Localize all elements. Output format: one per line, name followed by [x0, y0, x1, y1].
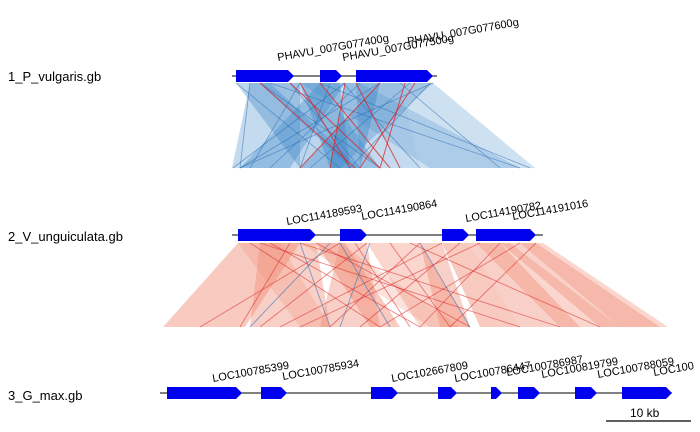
- link-line-2-17: [409, 242, 601, 328]
- link-band-2-2: [316, 243, 400, 327]
- link-line-1-14: [259, 82, 381, 169]
- link-line-2-12: [419, 242, 501, 328]
- link-line-2-15: [299, 242, 561, 328]
- link-line-2-10: [359, 242, 461, 328]
- track-label-g-max: 3_G_max.gb: [8, 388, 82, 403]
- link-line-1-3: [249, 82, 301, 169]
- scale-bar: 10 kb: [606, 406, 691, 422]
- link-line-2-2: [239, 242, 291, 328]
- link-line-2-16: [259, 242, 521, 328]
- link-band-1-7: [400, 83, 535, 168]
- link-line-2-14: [449, 242, 537, 328]
- link-line-1-0: [235, 82, 341, 169]
- link-line-1-8: [309, 82, 411, 169]
- link-line-1-7: [239, 82, 381, 169]
- gene-arrow-g-max-0[interactable]: [167, 387, 242, 399]
- gene-arrow-v-unguiculata-0[interactable]: [238, 229, 316, 241]
- link-line-2-1: [269, 242, 421, 328]
- link-line-2-13: [379, 242, 521, 328]
- link-line-2-9: [279, 242, 443, 328]
- link-line-2-5: [354, 242, 411, 328]
- link-line-1-11: [319, 82, 531, 169]
- link-line-red-1-8: [259, 82, 356, 169]
- link-line-2-7: [389, 242, 451, 328]
- link-line-blue-2-4: [299, 242, 331, 328]
- track-label-v-unguiculata: 2_V_unguiculata.gb: [8, 229, 123, 244]
- gene-arrow-v-unguiculata-2[interactable]: [442, 229, 469, 241]
- link-line-2-6: [259, 242, 368, 328]
- link-line-red-1-7: [289, 82, 381, 169]
- gene-label-v-unguiculata-1: LOC114190864: [360, 198, 438, 223]
- gene-label-g-max-0: LOC100785399: [211, 360, 290, 385]
- link-line-red-1-1: [319, 82, 391, 169]
- link-band-2-10: [520, 243, 668, 327]
- track-label-p-vulgaris: 1_P_vulgaris.gb: [8, 69, 101, 84]
- gene-arrow-g-max-5[interactable]: [518, 387, 540, 399]
- link-line-1-13: [399, 82, 501, 169]
- link-band-1-1: [232, 83, 300, 168]
- gene-arrow-g-max-6[interactable]: [575, 387, 597, 399]
- link-band-2-9: [500, 243, 660, 327]
- link-line-blue-2-1: [339, 242, 371, 328]
- gene-label-v-unguiculata-3: LOC114191016: [511, 198, 589, 223]
- link-band-2-6: [442, 243, 520, 327]
- gene-arrow-p-vulgaris-0[interactable]: [236, 70, 294, 82]
- gene-arrow-p-vulgaris-2[interactable]: [356, 70, 433, 82]
- link-band-2-8: [476, 243, 620, 327]
- link-line-red-1-0: [299, 82, 351, 169]
- link-line-2-3: [315, 242, 471, 328]
- link-line-1-1: [239, 82, 251, 169]
- link-band-2-4: [367, 243, 470, 327]
- link-line-red-1-3: [355, 82, 401, 169]
- gene-arrow-v-unguiculata-3[interactable]: [476, 229, 536, 241]
- gene-label-p-vulgaris-2: PHAVU_007G077600g: [406, 17, 519, 48]
- gene-arrow-g-max-1[interactable]: [261, 387, 287, 399]
- link-band-1-3: [240, 83, 345, 168]
- link-band-2-0: [163, 243, 300, 327]
- link-line-1-12: [232, 82, 346, 169]
- gene-arrow-g-max-7[interactable]: [622, 387, 672, 399]
- link-band-2-11: [238, 243, 330, 327]
- tracks-layer: 1_P_vulgaris.gb 2_V_unguiculata.gb 3_G_m…: [8, 69, 123, 403]
- link-line-blue-2-2: [249, 242, 331, 328]
- link-line-red-1-5: [379, 82, 406, 169]
- link-line-1-6: [269, 82, 361, 169]
- links-layer: [163, 82, 668, 328]
- link-line-red-1-2: [329, 82, 346, 169]
- link-line-1-10: [269, 82, 521, 169]
- gene-arrow-p-vulgaris-1[interactable]: [320, 70, 342, 82]
- link-line-red-1-6: [359, 82, 416, 169]
- gene-arrow-v-unguiculata-1[interactable]: [340, 229, 367, 241]
- link-band-1-0: [236, 83, 360, 168]
- gene-label-g-max-1: LOC100785934: [281, 358, 360, 383]
- scale-bar-label: 10 kb: [630, 406, 660, 420]
- link-line-red-1-4: [299, 82, 381, 169]
- link-line-blue-2-0: [339, 242, 391, 328]
- gene-arrow-g-max-2[interactable]: [371, 387, 398, 399]
- gene-arrow-g-max-3[interactable]: [438, 387, 457, 399]
- genes-layer: [160, 70, 672, 399]
- gene-arrow-g-max-4[interactable]: [491, 387, 502, 399]
- gene-label-v-unguiculata-0: LOC114189593: [285, 203, 363, 228]
- link-line-blue-2-3: [419, 242, 471, 328]
- link-band-1-8: [300, 83, 520, 168]
